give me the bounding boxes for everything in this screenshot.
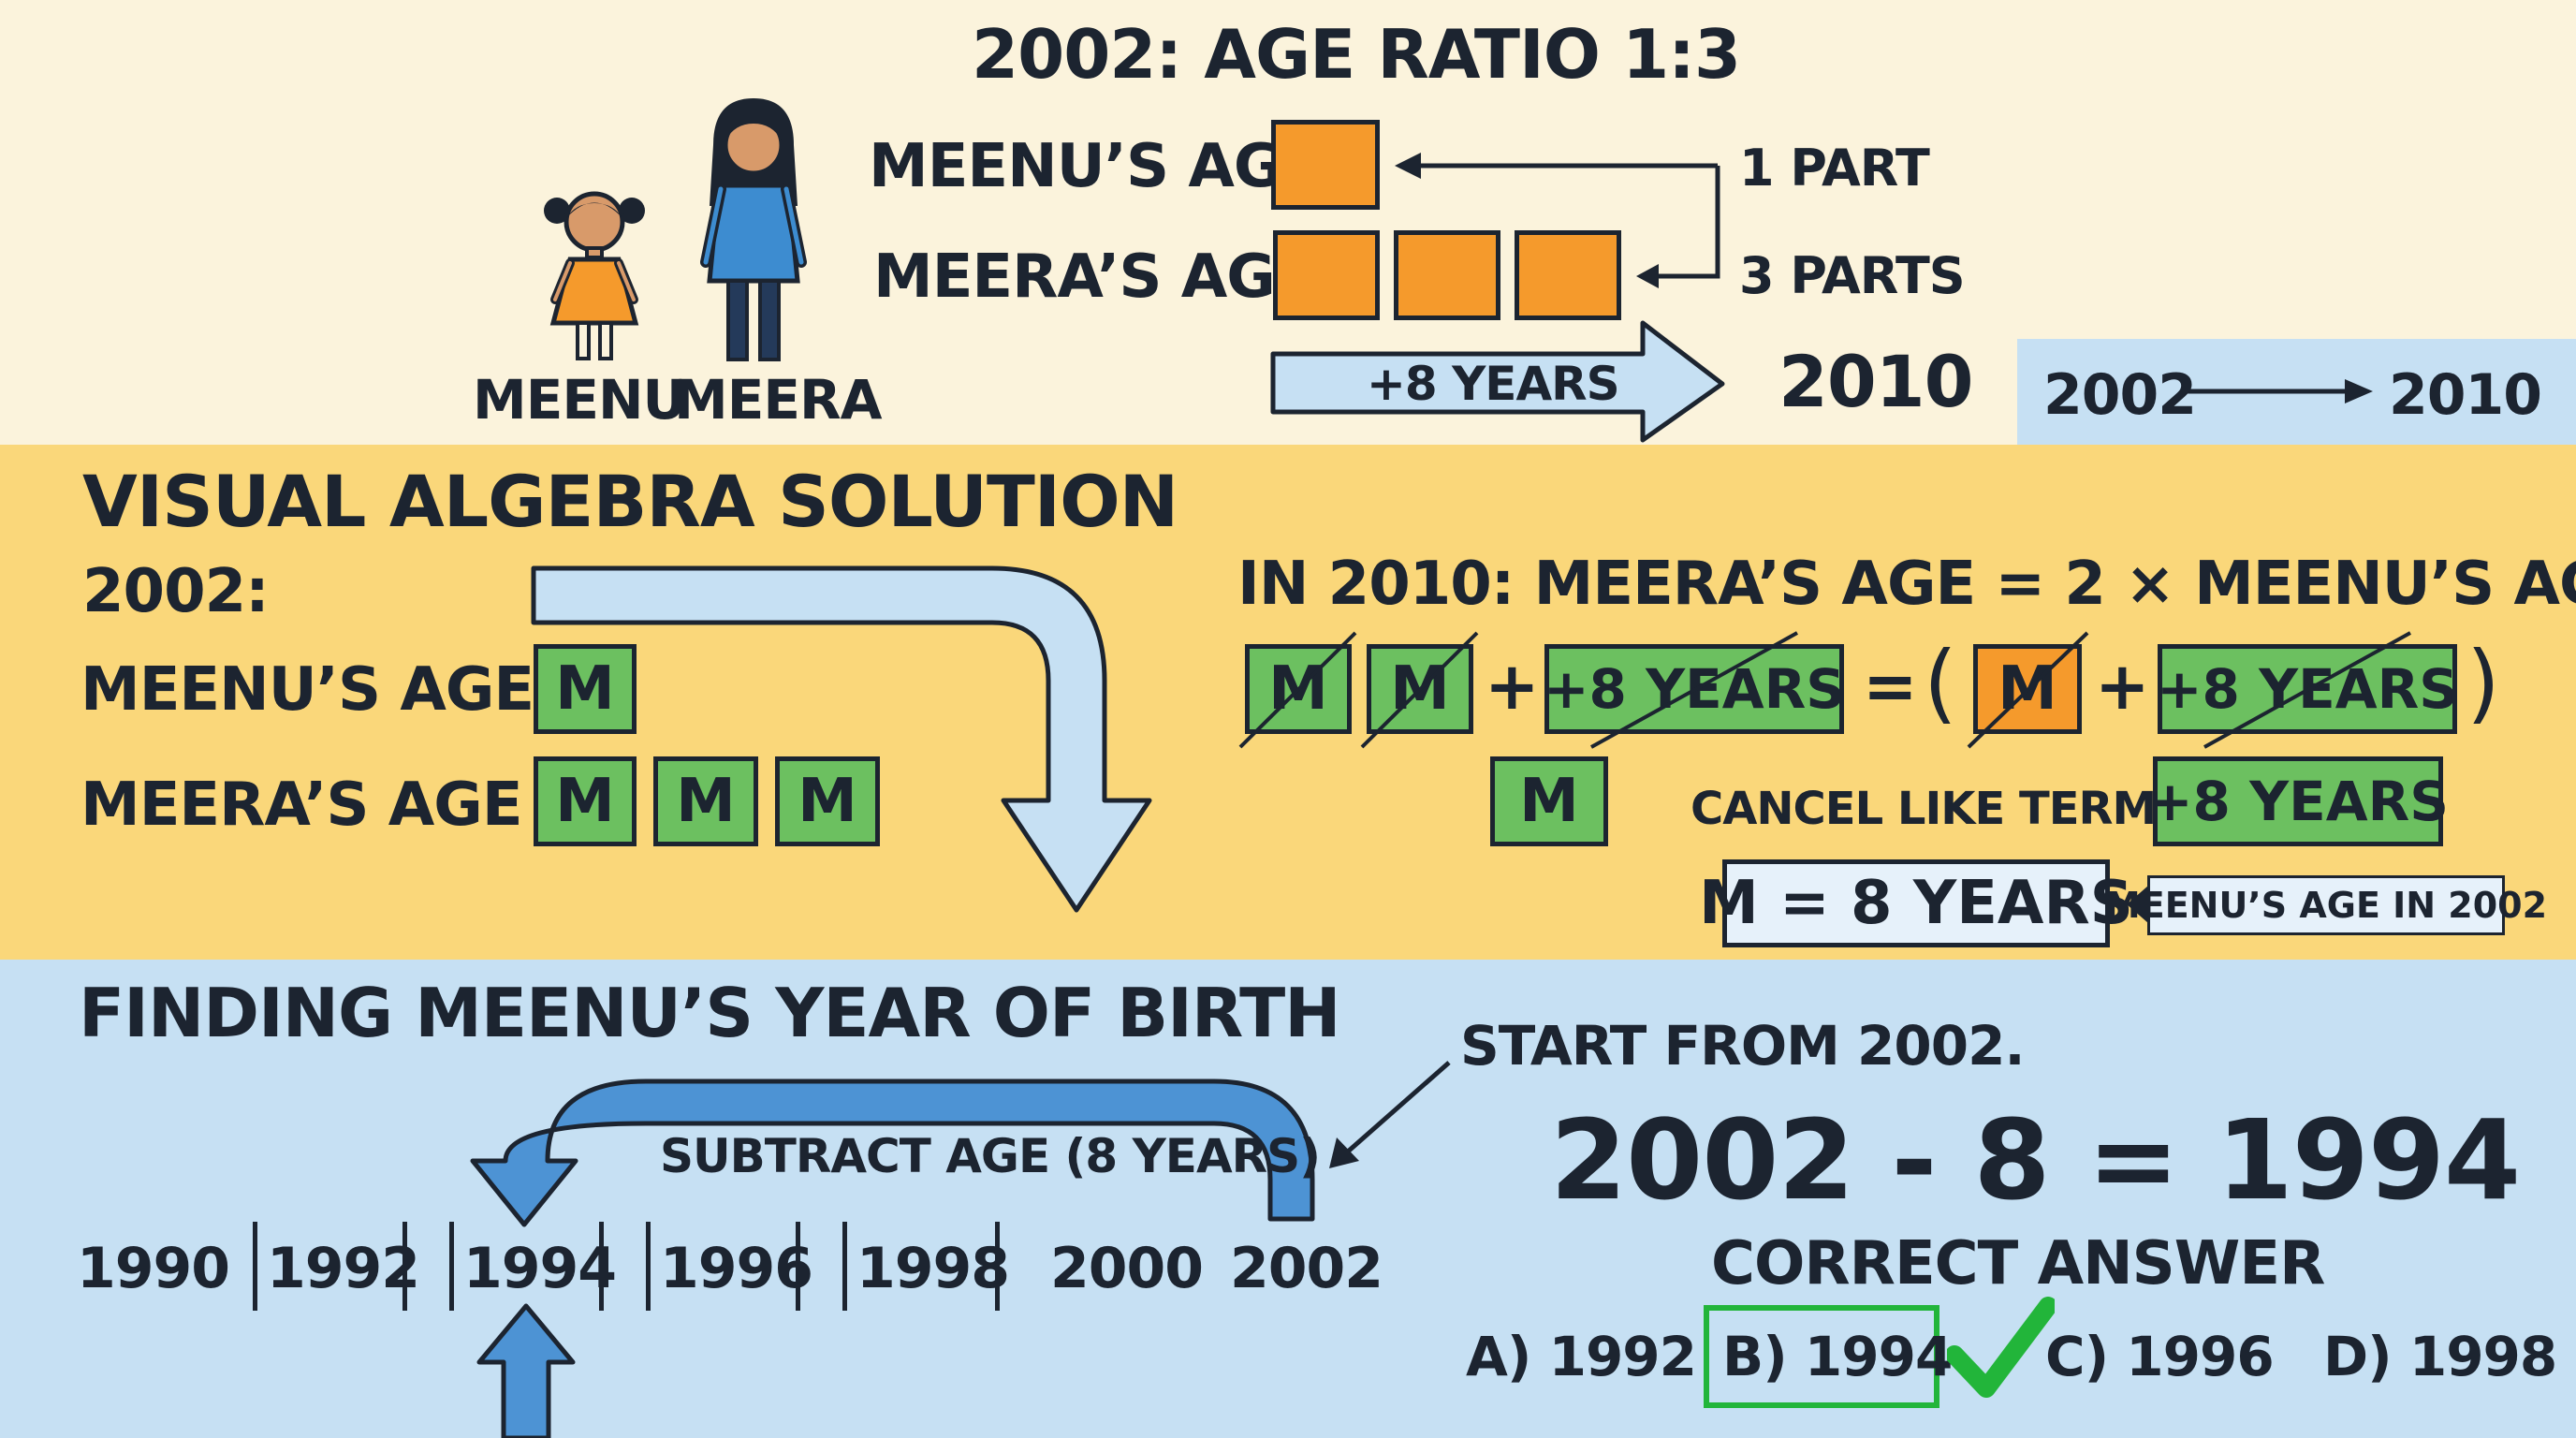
meenu-part-block <box>1271 120 1380 210</box>
paren-close: ) <box>2466 633 2500 733</box>
m-block: M <box>1490 756 1608 846</box>
year-bracket <box>842 1222 1000 1311</box>
start-from-label: START FROM 2002. <box>1460 1014 2025 1078</box>
equation-2010: IN 2010: MEERA’S AGE = 2 × MEENU’S AGE <box>1237 550 2576 619</box>
meera-part-block <box>1394 230 1500 320</box>
cancel-like-terms-label: CANCEL LIKE TERMS <box>1690 783 2188 835</box>
answer-option-b[interactable]: B) 1994 <box>1722 1325 1953 1388</box>
timeline-year: 1992 <box>267 1236 420 1301</box>
cancel-strokes <box>1238 631 2411 749</box>
answer-option-c[interactable]: C) 1996 <box>2045 1325 2275 1388</box>
timeline-from: 2002 <box>2043 362 2197 428</box>
plus-sign: + <box>1485 648 1540 725</box>
birth-equation: 2002 - 8 = 1994 <box>1550 1095 2521 1225</box>
year-bracket <box>646 1222 800 1311</box>
timeline-year: 1990 <box>77 1236 230 1301</box>
cancelled-plus-years-block: +8 YEARS <box>1544 644 1845 734</box>
result-box: M = 8 YEARS <box>1699 859 2133 947</box>
m-block: M <box>653 756 758 846</box>
m-block: M <box>775 756 880 846</box>
meera-equation-label: MEERA’S AGE = <box>80 770 592 840</box>
answer-option-a[interactable]: A) 1992 <box>1466 1325 1697 1388</box>
three-parts-label: 3 PARTS <box>1739 246 1966 305</box>
year-2010: 2010 <box>1778 340 1974 423</box>
curved-down-arrow <box>531 565 1152 913</box>
timeline-year: 1996 <box>660 1236 813 1301</box>
timeline-year: 1998 <box>856 1236 1010 1301</box>
algebra-title: VISUAL ALGEBRA SOLUTION <box>82 460 1178 543</box>
one-part-label: 1 PART <box>1739 139 1930 198</box>
meera-part-block <box>1273 230 1380 320</box>
meera-age-label: MEERA’S AGE <box>873 242 1316 312</box>
timeline-year: 2002 <box>1230 1236 1383 1301</box>
plus-years-arrow-label: +8 YEARS <box>1367 357 1620 411</box>
result-note: MEENU’S AGE IN 2002 <box>2105 875 2547 935</box>
timeline-to: 2010 <box>2389 362 2542 428</box>
cancelled-m-block: M <box>1245 644 1352 734</box>
algebra-year-label: 2002: <box>82 557 270 626</box>
year-bracket <box>449 1222 604 1311</box>
year-bracket <box>253 1222 407 1311</box>
figure-label-meera: MEERA <box>674 368 883 432</box>
m-block: M <box>534 756 637 846</box>
correct-answer-label: CORRECT ANSWER <box>1711 1229 2325 1299</box>
ratio-title: 2002: AGE RATIO 1:3 <box>972 15 1741 94</box>
meenu-figure-icon <box>544 191 645 360</box>
timeline-year: 2000 <box>1050 1236 1204 1301</box>
meenu-age-label: MEENU’S AGE <box>869 132 1323 201</box>
correct-answer-box[interactable] <box>1704 1305 1939 1408</box>
figure-label-meenu: MEENU <box>473 368 687 432</box>
meera-part-block <box>1515 230 1621 320</box>
result-note-pointer <box>2127 886 2148 923</box>
top-arrows <box>1270 153 2373 443</box>
meera-figure-icon <box>700 98 807 361</box>
plus-sign: + <box>2095 648 2150 725</box>
checkmark-icon <box>1947 1297 2055 1398</box>
plus-years-block: +8 YEARS <box>2147 756 2449 846</box>
equals-sign: = <box>1863 648 1918 725</box>
subtract-label: SUBTRACT AGE (8 YEARS) <box>660 1129 1321 1183</box>
timeline-year: 1994 <box>463 1236 617 1301</box>
meenu-equation-label: MEENU’S AGE = <box>80 655 604 725</box>
m-block: M <box>534 644 637 734</box>
answer-option-d[interactable]: D) 1998 <box>2323 1325 2557 1388</box>
paren-open: ( <box>1924 633 1957 733</box>
birth-title: FINDING MEENU’S YEAR OF BIRTH <box>79 974 1340 1052</box>
